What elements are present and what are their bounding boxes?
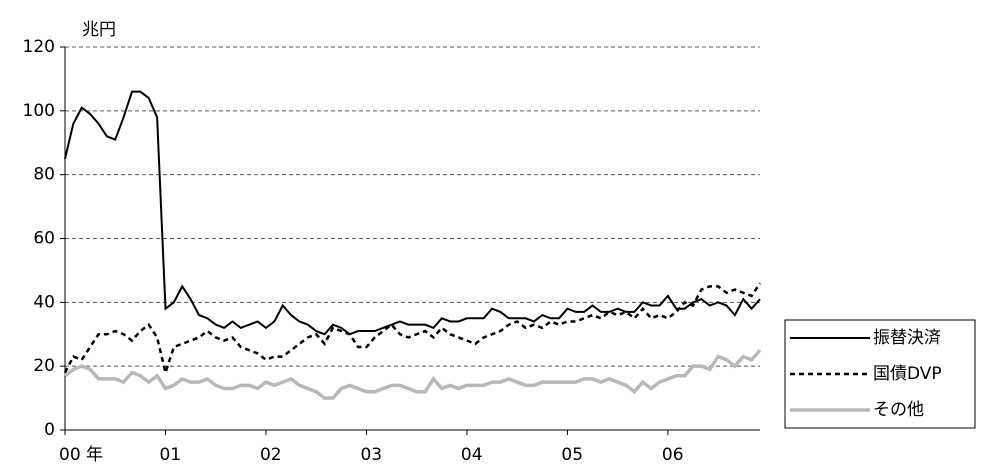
y-tick-label: 20 (33, 356, 55, 376)
series-line (64, 90, 761, 336)
y-axis-label: 兆円 (82, 20, 116, 40)
y-tick-label: 40 (33, 292, 55, 312)
x-tick-label: 04 (461, 445, 483, 465)
y-tick-label: 120 (23, 37, 55, 57)
y-tick-label: 60 (33, 229, 55, 249)
x-tick-label: 05 (561, 445, 583, 465)
legend-label: 振替決済 (873, 328, 941, 348)
y-tick-label: 0 (44, 420, 55, 440)
x-tick-label: 02 (260, 445, 282, 465)
y-tick-label: 100 (23, 101, 55, 121)
y-tick-label: 80 (33, 165, 55, 185)
x-tick-label: 06 (662, 445, 684, 465)
x-tick-label: 00 年 (59, 445, 103, 465)
x-tick-label: 03 (360, 445, 382, 465)
legend-label: その他 (873, 400, 924, 420)
series-line (63, 349, 762, 400)
series-line (63, 282, 762, 378)
x-tick-label: 01 (159, 445, 181, 465)
legend-label: 国債DVP (873, 364, 942, 384)
